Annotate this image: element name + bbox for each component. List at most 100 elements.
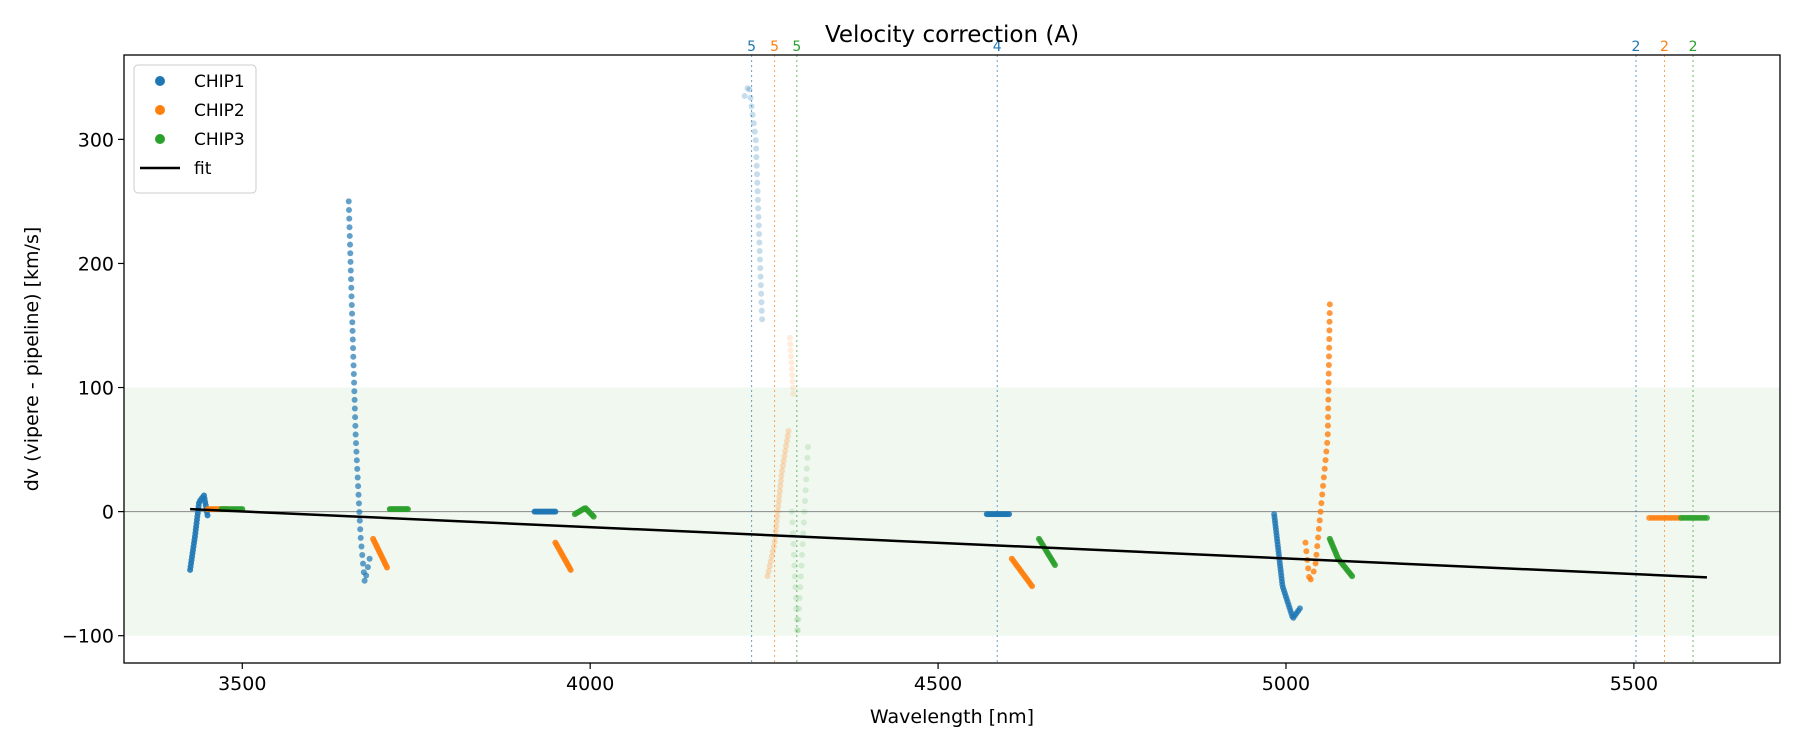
data-point-chip2 — [1318, 500, 1325, 507]
data-point-chip2 — [1325, 379, 1332, 386]
data-point-chip2 — [769, 548, 776, 555]
data-point-chip2 — [567, 566, 574, 573]
data-point-chip3 — [802, 497, 809, 504]
data-point-chip2 — [780, 457, 787, 464]
x-axis-ticks: 3500 4000 4500 5000 5500 — [218, 663, 1658, 695]
data-point-chip1 — [352, 440, 359, 447]
data-point-chip1 — [348, 301, 355, 308]
data-point-chip3 — [793, 616, 800, 623]
data-point-chip1 — [750, 120, 757, 127]
data-point-chip1 — [349, 336, 356, 343]
data-point-chip2 — [788, 365, 795, 372]
data-point-chip2 — [787, 341, 794, 348]
data-point-chip1 — [352, 422, 359, 429]
data-point-chip3 — [792, 584, 799, 591]
data-point-chip2 — [1323, 448, 1330, 455]
data-point-chip2 — [1324, 431, 1331, 438]
data-point-chip3 — [799, 541, 806, 548]
data-point-chip1 — [359, 552, 366, 559]
data-point-chip2 — [774, 508, 781, 515]
data-point-chip1 — [1006, 511, 1013, 518]
data-point-chip2 — [384, 564, 391, 571]
data-point-chip3 — [789, 519, 796, 526]
data-point-chip3 — [790, 540, 797, 547]
data-point-chip2 — [781, 452, 788, 459]
data-point-chip1 — [757, 273, 764, 280]
data-point-chip1 — [361, 577, 368, 584]
data-point-chip2 — [786, 334, 793, 341]
data-point-chip1 — [350, 345, 357, 352]
data-point-chip2 — [765, 568, 772, 575]
data-point-chip1 — [754, 196, 761, 203]
data-point-chip1 — [353, 457, 360, 464]
data-point-chip1 — [352, 431, 359, 438]
data-point-chip2 — [782, 447, 789, 454]
x-tick-label: 4000 — [566, 673, 614, 695]
data-point-chip2 — [789, 378, 796, 385]
data-point-chip2 — [1324, 439, 1331, 446]
y-axis-label: dv (vipere - pipeline) [km/s] — [21, 227, 43, 492]
data-point-chip1 — [347, 267, 354, 274]
data-point-chip2 — [1303, 548, 1310, 555]
data-point-chip2 — [1325, 405, 1332, 412]
order-marker-label: 2 — [1689, 39, 1698, 55]
data-point-chip1 — [758, 299, 765, 306]
data-point-chip2 — [1312, 560, 1319, 567]
data-point-chip2 — [784, 432, 791, 439]
data-point-chip3 — [800, 519, 807, 526]
data-point-chip1 — [748, 103, 755, 110]
order-marker-label: 5 — [747, 39, 756, 55]
data-point-chip2 — [767, 558, 774, 565]
legend-marker-chip3 — [155, 134, 165, 144]
data-point-chip2 — [1029, 583, 1036, 590]
data-point-chip3 — [796, 595, 803, 602]
y-tick-label: 0 — [102, 502, 114, 524]
order-marker-label: 5 — [770, 39, 779, 55]
data-point-chip1 — [346, 232, 353, 239]
data-point-chip3 — [794, 627, 801, 634]
data-point-chip1 — [758, 290, 765, 297]
data-point-chip1 — [758, 307, 765, 314]
data-point-chip2 — [1314, 543, 1321, 550]
data-point-chip1 — [1296, 605, 1303, 612]
data-point-chip2 — [1315, 525, 1322, 532]
legend-label-fit: fit — [194, 159, 212, 179]
data-point-chip3 — [404, 506, 411, 513]
data-point-chip1 — [351, 388, 358, 395]
data-point-chip1 — [355, 491, 362, 498]
data-point-chip3 — [800, 530, 807, 537]
data-point-chip1 — [757, 265, 764, 272]
data-point-chip1 — [350, 362, 357, 369]
data-point-chip1 — [364, 564, 371, 571]
legend-label-chip3: CHIP3 — [194, 130, 245, 150]
data-point-chip1 — [755, 205, 762, 212]
x-tick-label: 5500 — [1610, 673, 1658, 695]
data-point-chip2 — [1315, 534, 1322, 541]
y-tick-label: −100 — [62, 626, 114, 648]
data-point-chip1 — [756, 256, 763, 263]
data-point-chip2 — [772, 528, 779, 535]
data-point-chip2 — [788, 359, 795, 366]
data-point-chip2 — [788, 353, 795, 360]
data-point-chip3 — [791, 573, 798, 580]
data-point-chip1 — [756, 239, 763, 246]
data-point-chip1 — [360, 560, 367, 567]
data-point-chip1 — [353, 448, 360, 455]
data-point-chip1 — [754, 188, 761, 195]
data-point-chip1 — [345, 207, 352, 214]
data-point-chip2 — [785, 427, 792, 434]
data-point-chip3 — [796, 605, 803, 612]
data-point-chip2 — [1326, 327, 1333, 334]
data-point-chip3 — [790, 551, 797, 558]
data-point-chip2 — [1319, 491, 1326, 498]
data-point-chip2 — [1320, 474, 1327, 481]
data-point-chip1 — [358, 543, 365, 550]
data-point-chip1 — [755, 222, 762, 229]
data-point-chip2 — [789, 372, 796, 379]
data-point-chip1 — [348, 293, 355, 300]
data-point-chip3 — [792, 594, 799, 601]
data-point-chip1 — [347, 241, 354, 248]
data-point-chip1 — [204, 512, 211, 519]
data-point-chip2 — [778, 472, 785, 479]
